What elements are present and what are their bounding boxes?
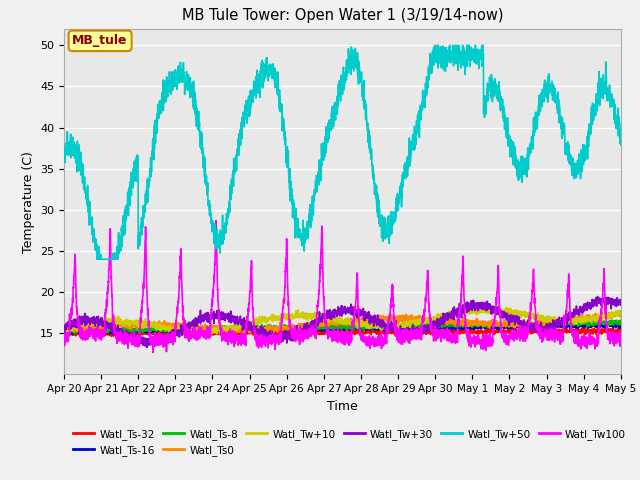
Text: MB_tule: MB_tule <box>72 35 128 48</box>
Y-axis label: Temperature (C): Temperature (C) <box>22 151 35 252</box>
X-axis label: Time: Time <box>327 400 358 413</box>
Legend: Watl_Ts-32, Watl_Ts-16, Watl_Ts-8, Watl_Ts0, Watl_Tw+10, Watl_Tw+30, Watl_Tw+50,: Watl_Ts-32, Watl_Ts-16, Watl_Ts-8, Watl_… <box>69 424 630 460</box>
Title: MB Tule Tower: Open Water 1 (3/19/14-now): MB Tule Tower: Open Water 1 (3/19/14-now… <box>182 9 503 24</box>
